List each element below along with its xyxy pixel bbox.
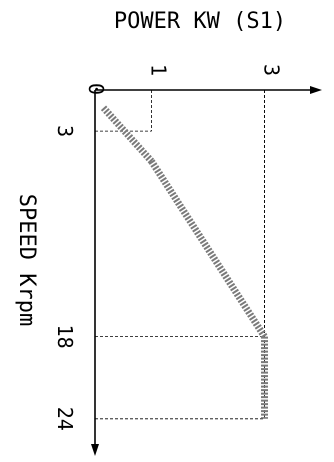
x-tick-label-0: 1	[147, 64, 171, 76]
y-tick-label-2: 24	[53, 407, 77, 431]
chart-title: POWER KW (S1)	[114, 9, 286, 34]
y-axis-label: SPEED Krpm	[14, 194, 39, 326]
y-tick-label-0: 3	[53, 125, 77, 137]
curve-segment-0-1	[148, 159, 268, 339]
power-curve	[100, 105, 268, 419]
y-tick-label-1: 18	[53, 325, 77, 349]
curve-segment-0-0	[100, 105, 155, 164]
y-axis-arrow	[91, 444, 99, 456]
axes	[91, 86, 322, 456]
y-tick-labels: 3 18 24	[53, 125, 77, 431]
origin-label: 0	[84, 83, 108, 95]
guide-lines	[95, 90, 265, 420]
x-tick-label-1: 3	[260, 64, 284, 76]
x-axis-arrow	[310, 86, 322, 94]
